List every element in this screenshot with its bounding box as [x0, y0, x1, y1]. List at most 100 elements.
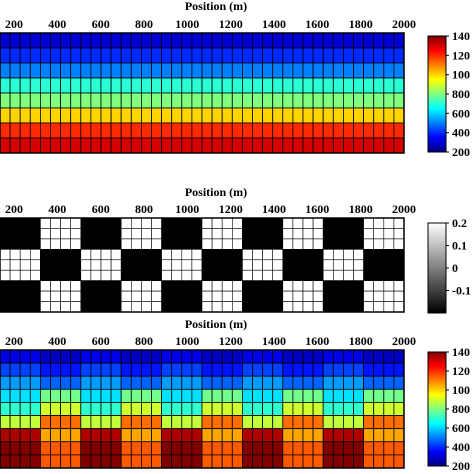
heatmap-cell: [252, 137, 264, 154]
heatmap-cell: [120, 415, 132, 430]
colorbar-segment: [428, 239, 446, 242]
heatmap-cell: [0, 375, 11, 390]
heatmap-cell: [100, 454, 112, 469]
heatmap-cell: [211, 249, 223, 261]
colorbar-segment: [428, 428, 446, 431]
heatmap-cell: [181, 362, 193, 377]
heatmap-cell: [221, 77, 233, 94]
heatmap-cell: [211, 137, 223, 154]
heatmap-cell: [171, 362, 183, 377]
colorbar-segment: [428, 97, 446, 101]
colorbar-segment: [428, 80, 446, 83]
heatmap-cell: [322, 402, 334, 416]
heatmap-cell: [191, 280, 203, 292]
heatmap-cell: [262, 217, 274, 229]
heatmap-cell: [60, 249, 71, 261]
heatmap-cell: [292, 259, 304, 271]
heatmap-cell: [262, 62, 274, 79]
heatmap-cell: [70, 280, 82, 292]
heatmap-cell: [312, 441, 324, 456]
heatmap-cell: [141, 269, 152, 281]
colorbar-segment: [428, 254, 446, 257]
heatmap-cell: [262, 349, 274, 364]
heatmap-cell: [29, 92, 41, 109]
heatmap-cell: [272, 47, 284, 64]
heatmap-cell: [161, 441, 173, 456]
heatmap-cell: [130, 402, 142, 416]
heatmap-cell: [90, 32, 102, 49]
heatmap-cell: [151, 92, 163, 109]
colorbar-segment: [428, 378, 446, 381]
heatmap-cell: [231, 428, 243, 443]
heatmap-cell: [120, 280, 132, 292]
heatmap-cell: [0, 402, 11, 416]
colorbar-segment: [428, 224, 446, 227]
colorbar-segment: [428, 136, 446, 139]
colorbar-segment: [428, 397, 446, 400]
heatmap-cell: [29, 454, 41, 469]
heatmap-cell: [161, 92, 173, 109]
heatmap-cell: [262, 402, 274, 416]
heatmap-cell: [130, 137, 142, 154]
heatmap-cell: [50, 77, 62, 94]
heatmap-cell: [131, 301, 142, 313]
heatmap-cell: [0, 415, 11, 430]
heatmap-cell: [282, 388, 294, 403]
x-tick-label: 1400: [262, 334, 286, 348]
heatmap-cell: [0, 32, 11, 49]
heatmap-cell: [393, 454, 405, 469]
colorbar-segment: [428, 281, 446, 284]
heatmap-cell: [181, 238, 193, 250]
heatmap-cell: [322, 269, 334, 281]
heatmap-cell: [29, 77, 41, 94]
heatmap-cell: [40, 428, 51, 443]
heatmap-cell: [110, 301, 122, 313]
heatmap-cell: [151, 290, 162, 302]
heatmap-cell: [262, 122, 274, 139]
heatmap-cell: [9, 415, 21, 430]
colorbar-segment: [428, 111, 446, 114]
heatmap-cell: [131, 280, 142, 292]
colorbar-segment: [428, 416, 446, 419]
colorbar-segment: [428, 72, 446, 76]
colorbar-segment: [428, 299, 446, 302]
heatmap-cell: [342, 441, 354, 456]
heatmap-cell: [60, 269, 71, 281]
heatmap-cell: [221, 280, 233, 292]
heatmap-cell: [262, 77, 274, 94]
heatmap-cell: [50, 428, 62, 443]
heatmap-cell: [181, 349, 193, 364]
heatmap-cell: [332, 301, 344, 313]
heatmap-cell: [342, 122, 354, 139]
heatmap-cell: [363, 137, 375, 154]
heatmap-cell: [201, 301, 213, 313]
heatmap-cell: [241, 137, 253, 154]
heatmap-cell: [353, 301, 364, 313]
heatmap-cell: [272, 32, 284, 49]
heatmap-cell: [292, 349, 304, 364]
heatmap-cell: [191, 47, 203, 64]
heatmap-cell: [302, 47, 314, 64]
colorbar-segment: [428, 74, 446, 77]
heatmap-cell: [201, 47, 213, 64]
heatmap-cell: [342, 349, 354, 364]
colorbar-tick-label: 200: [452, 145, 470, 159]
colorbar-segment: [428, 119, 446, 122]
heatmap-cell: [80, 415, 92, 430]
heatmap-cell: [262, 47, 274, 64]
heatmap-cell: [242, 228, 253, 240]
heatmap-cell: [211, 77, 223, 94]
heatmap-cell: [252, 454, 264, 469]
heatmap-cell: [40, 62, 51, 79]
heatmap-cells: [0, 217, 405, 313]
heatmap-cell: [393, 290, 405, 302]
heatmap-cell: [90, 238, 102, 250]
heatmap-cell: [231, 375, 243, 390]
heatmap-cell: [241, 428, 253, 443]
heatmap-cell: [312, 415, 324, 430]
heatmap-cell: [161, 77, 173, 94]
colorbar-segment: [428, 107, 446, 110]
heatmap-cell: [120, 375, 132, 390]
heatmap-cell: [211, 238, 223, 250]
colorbar-segment: [428, 144, 446, 147]
